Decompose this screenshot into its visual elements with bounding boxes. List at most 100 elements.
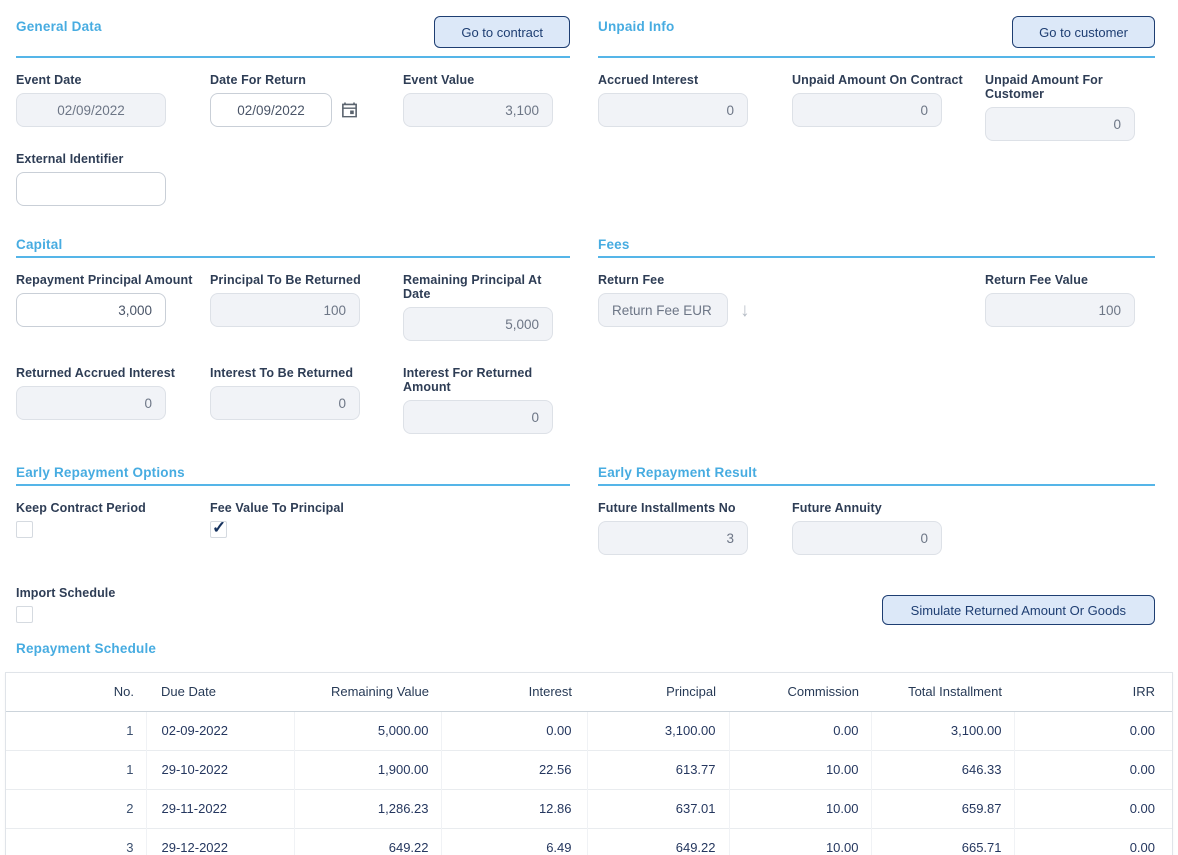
- section-fees: Fees Return Fee ↓ Return Fee Value: [598, 232, 1155, 434]
- section-divider: [598, 484, 1155, 486]
- column-header: Total Installment: [871, 673, 1014, 712]
- future-installments-no-label: Future Installments No: [598, 501, 736, 515]
- fee-value-to-principal-label: Fee Value To Principal: [210, 501, 344, 515]
- repayment-principal-amount-label: Repayment Principal Amount: [16, 273, 193, 287]
- accrued-interest-label: Accrued Interest: [598, 73, 699, 87]
- table-cell: 3,100.00: [870, 711, 1014, 750]
- return-fee-label: Return Fee: [598, 273, 665, 287]
- table-cell: 02-09-2022: [145, 711, 294, 750]
- unpaid-amount-for-customer-input: [985, 107, 1135, 141]
- table-row: 1 02-09-2022 5,000.00 0.00 3,100.00 0.00 3,100…: [6, 711, 1172, 750]
- table-cell: 649.22: [586, 827, 729, 855]
- date-for-return-label: Date For Return: [210, 73, 306, 87]
- returned-accrued-interest-label: Returned Accrued Interest: [16, 366, 176, 380]
- future-annuity-input: [792, 521, 942, 555]
- table-cell: 29-10-2022: [145, 749, 294, 789]
- field-interest-for-returned-amount: Interest For Returned Amount: [403, 366, 570, 434]
- table-cell: 10.00: [728, 749, 871, 789]
- event-value-input: [403, 93, 553, 127]
- remaining-principal-at-date-label: Remaining Principal At Date: [403, 273, 542, 301]
- section-divider: [598, 256, 1155, 258]
- field-return-fee-value: Return Fee Value: [985, 273, 1155, 327]
- table-cell: 0.00: [728, 711, 871, 750]
- import-schedule-checkbox[interactable]: ✓: [16, 606, 33, 623]
- field-remaining-principal-at-date: Remaining Principal At Date: [403, 273, 570, 341]
- table-cell: 29-12-2022: [145, 827, 294, 855]
- section-title-unpaid-info: Unpaid Info: [598, 19, 675, 34]
- table-cell: 3: [6, 827, 146, 855]
- section-general-data: General Data Go to contract Event Date D…: [16, 14, 570, 206]
- column-header: No.: [6, 673, 146, 712]
- table-cell: 2: [6, 788, 146, 828]
- table-cell: 646.33: [870, 749, 1014, 789]
- section-early-repayment-result: Early Repayment Result Future Installmen…: [598, 460, 1155, 625]
- section-title-repayment-schedule: Repayment Schedule: [16, 641, 157, 656]
- section-early-repayment-options: Early Repayment Options Keep Contract Pe…: [16, 460, 570, 625]
- go-to-contract-button[interactable]: Go to contract: [434, 16, 570, 48]
- table-row: 3 29-12-2022 649.22 6.49 649.22 10.00 665.71 0.…: [6, 827, 1172, 855]
- repayment-schedule-table: No. Due Date Remaining Value Interest Princi…: [5, 672, 1173, 855]
- external-identifier-input[interactable]: [16, 172, 166, 206]
- field-future-installments-no: Future Installments No: [598, 501, 792, 555]
- table-cell: 10.00: [728, 827, 871, 855]
- early-repayment-page: General Data Go to contract Event Date D…: [0, 14, 1178, 855]
- accrued-interest-input: [598, 93, 748, 127]
- column-header: Commission: [729, 673, 871, 712]
- field-return-fee: Return Fee ↓: [598, 273, 792, 327]
- section-title-capital: Capital: [16, 237, 63, 252]
- field-event-date: Event Date: [16, 73, 210, 127]
- returned-accrued-interest-input: [16, 386, 166, 420]
- future-annuity-label: Future Annuity: [792, 501, 882, 515]
- table-cell: 1,286.23: [293, 788, 441, 828]
- field-import-schedule: Import Schedule ✓: [16, 586, 570, 623]
- checkmark-icon: ✓: [212, 518, 227, 537]
- simulate-returned-amount-button[interactable]: Simulate Returned Amount Or Goods: [881, 595, 1155, 625]
- column-header: Interest: [441, 673, 587, 712]
- keep-contract-period-label: Keep Contract Period: [16, 501, 146, 515]
- return-fee-select: [598, 293, 728, 327]
- remaining-principal-at-date-input: [403, 307, 553, 341]
- table-cell: 649.22: [293, 827, 441, 855]
- event-date-label: Event Date: [16, 73, 82, 87]
- field-event-value: Event Value: [403, 73, 570, 127]
- keep-contract-period-checkbox[interactable]: ✓: [16, 521, 33, 538]
- field-date-for-return: Date For Return: [210, 73, 403, 127]
- table-cell: 10.00: [728, 788, 871, 828]
- date-for-return-input[interactable]: [210, 93, 332, 127]
- interest-to-be-returned-label: Interest To Be Returned: [210, 366, 354, 380]
- table-cell: 1: [6, 749, 146, 789]
- section-divider: [598, 56, 1155, 58]
- table-cell: 0.00: [1013, 749, 1172, 789]
- go-to-customer-button[interactable]: Go to customer: [1012, 16, 1155, 48]
- external-identifier-label: External Identifier: [16, 152, 124, 166]
- repayment-principal-amount-input[interactable]: [16, 293, 166, 327]
- table-row: 1 29-10-2022 1,900.00 22.56 613.77 10.00 646.3…: [6, 749, 1172, 789]
- future-installments-no-input: [598, 521, 748, 555]
- field-interest-to-be-returned: Interest To Be Returned: [210, 366, 403, 434]
- column-header: Principal: [587, 673, 729, 712]
- table-cell: 0.00: [440, 711, 587, 750]
- field-accrued-interest: Accrued Interest: [598, 73, 792, 141]
- interest-for-returned-amount-input: [403, 400, 553, 434]
- unpaid-amount-on-contract-input: [792, 93, 942, 127]
- unpaid-amount-for-customer-label: Unpaid Amount For Customer: [985, 73, 1103, 101]
- section-unpaid-info: Unpaid Info Go to customer Accrued Inter…: [598, 14, 1155, 206]
- field-fee-value-to-principal: Fee Value To Principal ✓: [210, 501, 403, 538]
- event-value-label: Event Value: [403, 73, 475, 87]
- table-cell: 0.00: [1013, 827, 1172, 855]
- section-divider: [16, 256, 570, 258]
- calendar-icon[interactable]: [341, 102, 358, 119]
- table-cell: 665.71: [870, 827, 1014, 855]
- dropdown-arrow-icon: ↓: [740, 299, 750, 321]
- section-divider: [16, 56, 570, 58]
- table-cell: 659.87: [870, 788, 1014, 828]
- field-repayment-principal-amount: Repayment Principal Amount: [16, 273, 210, 341]
- table-cell: 22.56: [440, 749, 587, 789]
- import-schedule-label: Import Schedule: [16, 586, 116, 600]
- principal-to-be-returned-label: Principal To Be Returned: [210, 273, 361, 287]
- fee-value-to-principal-checkbox[interactable]: ✓: [210, 518, 227, 538]
- table-cell: 637.01: [586, 788, 729, 828]
- table-cell: 6.49: [440, 827, 587, 855]
- field-unpaid-amount-for-customer: Unpaid Amount For Customer: [985, 73, 1155, 141]
- table-row: 2 29-11-2022 1,286.23 12.86 637.01 10.00 659.8…: [6, 788, 1172, 828]
